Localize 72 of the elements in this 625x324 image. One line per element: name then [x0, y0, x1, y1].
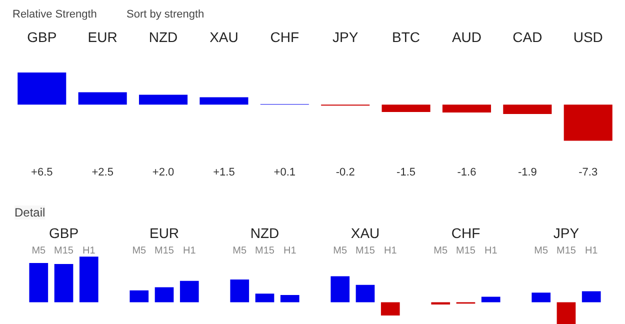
x-tick-label: GBP: [48, 224, 79, 241]
x-tick-label: NZD: [250, 224, 280, 241]
bar: [255, 294, 274, 302]
x-tick-label: XAU: [350, 224, 380, 241]
bar: [29, 263, 48, 302]
bar: [200, 97, 248, 105]
data-label: -1.6: [457, 166, 476, 178]
text: M15: [356, 245, 375, 256]
bar: [280, 294, 300, 302]
text: M5: [534, 245, 548, 256]
text: M5: [132, 245, 146, 256]
data-label: +2.5: [92, 166, 114, 178]
bar: [582, 291, 601, 302]
data-label: +0.1: [274, 166, 296, 178]
bar: [130, 290, 149, 302]
x-tick-label: JPY: [553, 224, 580, 241]
bar: [79, 256, 98, 302]
x-tick-label: AUD: [452, 28, 482, 45]
bar: [154, 287, 174, 302]
text: M5: [232, 245, 247, 256]
bar: [481, 296, 500, 302]
x-tick-label: NZD: [148, 28, 178, 45]
text: Sort by strength: [126, 8, 204, 21]
x-tick-label: EUR: [149, 224, 180, 241]
series-label: M15: [54, 245, 74, 256]
bar: [18, 72, 66, 105]
text: M15: [154, 245, 174, 256]
bar: [556, 302, 576, 324]
text: H1: [283, 245, 296, 256]
bar: [54, 264, 74, 302]
text: H1: [384, 245, 397, 256]
data-label: -1.9: [518, 166, 537, 178]
series-label: H1: [82, 245, 96, 256]
x-tick-label: USD: [573, 28, 603, 45]
bar: [330, 276, 350, 302]
text: M15: [456, 245, 476, 256]
series-label: M5: [32, 245, 46, 256]
text: H1: [584, 245, 598, 256]
data-label: +6.5: [31, 166, 53, 178]
x-tick-label: XAU: [210, 28, 238, 45]
data-label: +1.5: [213, 166, 235, 178]
data-label: +2.0: [152, 166, 174, 178]
bar: [442, 104, 492, 113]
data-label: -0.2: [336, 166, 355, 178]
data-label: -1.5: [396, 166, 416, 178]
chart-title: Detail: [14, 206, 46, 220]
bar: [78, 92, 127, 105]
bar: [138, 94, 188, 105]
bar: [356, 284, 375, 302]
x-tick-label: EUR: [88, 28, 118, 45]
bar: [564, 104, 612, 141]
text: H1: [182, 245, 196, 256]
x-tick-label: GBP: [27, 28, 57, 45]
text: M15: [556, 245, 576, 256]
x-tick-label: CHF: [270, 28, 300, 45]
data-label: -7.3: [578, 166, 598, 178]
chart-title: Relative Strength: [12, 8, 97, 21]
x-tick-label: BTC: [392, 28, 420, 45]
text: H1: [484, 245, 498, 256]
bar: [503, 104, 552, 114]
bar: [230, 279, 250, 302]
bar: [380, 302, 400, 316]
x-tick-label: JPY: [332, 28, 359, 45]
text: M5: [434, 245, 448, 256]
bar: [532, 292, 551, 302]
bar: [431, 302, 450, 305]
bar: [382, 104, 430, 112]
text: M15: [255, 245, 274, 256]
x-tick-label: CAD: [512, 28, 542, 45]
x-tick-label: CHF: [451, 224, 480, 241]
bar: [180, 280, 199, 302]
text: M5: [333, 245, 348, 256]
